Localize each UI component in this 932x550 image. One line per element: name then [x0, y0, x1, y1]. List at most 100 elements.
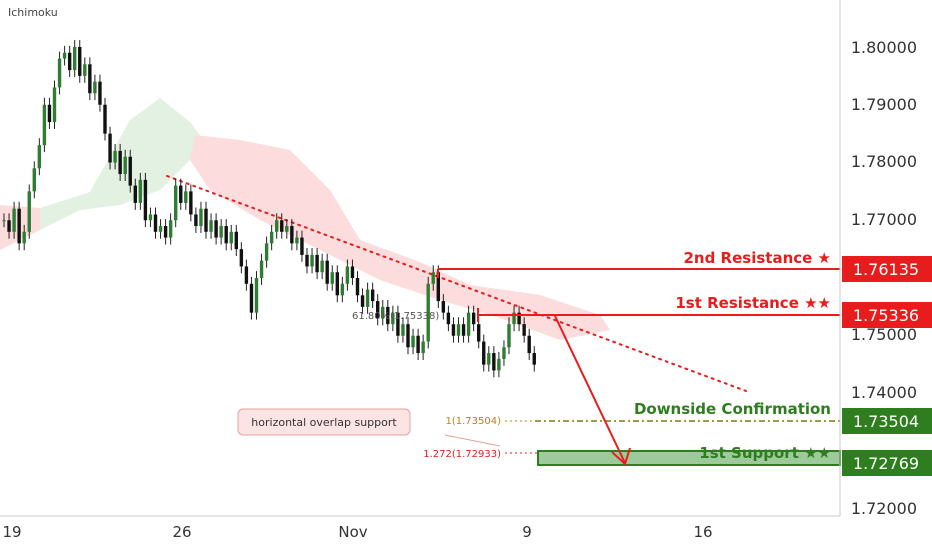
candle-down — [163, 226, 168, 238]
candle-down — [300, 237, 304, 255]
candle-down — [239, 249, 244, 267]
resistance-1-badge-text: 1.75336 — [853, 306, 919, 325]
candle-down — [370, 289, 375, 302]
candle-down — [436, 272, 440, 302]
candle-down — [98, 81, 102, 105]
candle-down — [517, 312, 521, 325]
candle-up — [229, 231, 233, 244]
candle-down — [244, 266, 249, 284]
resistance-2-badge-text: 1.76135 — [853, 260, 919, 279]
y-tick-label: 1.78000 — [851, 152, 917, 171]
candle-down — [386, 306, 390, 325]
candle-up — [340, 283, 345, 296]
candle-up — [168, 220, 173, 238]
x-tick-label: 16 — [693, 523, 712, 541]
candle-up — [320, 260, 324, 273]
candle-down — [47, 104, 52, 123]
candle-down — [133, 185, 137, 203]
candle-up — [269, 231, 274, 244]
candle-up — [502, 347, 506, 359]
y-tick-label: 1.79000 — [851, 95, 917, 114]
support-label: 1st Support ★★ — [699, 444, 831, 462]
support-badge — [842, 450, 932, 476]
candle-down — [194, 214, 198, 227]
resistance-2-label: 2nd Resistance ★ — [683, 249, 831, 267]
candle-down — [471, 312, 476, 325]
arrow-head — [611, 447, 631, 466]
y-tick-label: 1.75000 — [851, 325, 917, 344]
candle-up — [330, 272, 334, 284]
y-tick-label: 1.72000 — [851, 499, 917, 518]
x-tick-label: Nov — [338, 523, 367, 541]
candle-up — [32, 168, 36, 192]
candle-up — [275, 220, 279, 232]
candle-up — [295, 237, 299, 244]
candle-up — [174, 185, 178, 221]
candle-down — [290, 226, 294, 244]
resistance-1-badge — [842, 302, 932, 328]
candle-down — [325, 260, 329, 284]
candle-down — [451, 324, 456, 336]
candle-up — [219, 226, 223, 238]
downtrend-line — [166, 175, 747, 392]
x-tick-label: 26 — [172, 523, 191, 541]
candle-down — [143, 179, 148, 221]
candle-up — [264, 243, 269, 261]
candle-down — [492, 353, 496, 371]
y-tick-label: 1.74000 — [851, 383, 917, 402]
candle-up — [310, 254, 314, 267]
candle-down — [103, 104, 107, 134]
candle-up — [62, 52, 67, 59]
candle-down — [280, 220, 284, 232]
candle-up — [22, 231, 26, 244]
candle-down — [305, 254, 309, 267]
ichimoku-cloud — [0, 98, 610, 340]
candle-down — [360, 295, 365, 307]
candle-up — [123, 156, 127, 175]
candle-down — [189, 191, 193, 215]
resistance-2-badge — [842, 256, 932, 282]
candle-up — [512, 312, 516, 325]
candle-up — [83, 64, 87, 76]
candle-up — [466, 312, 471, 336]
candle-up — [184, 191, 188, 203]
candle-up — [401, 324, 405, 336]
candle-down — [532, 353, 536, 365]
confirmation-label: Downside Confirmation — [634, 400, 831, 418]
candle-down — [67, 52, 72, 71]
candle-up — [411, 335, 415, 348]
candle-up — [12, 208, 16, 232]
candle-up — [27, 191, 31, 232]
candle-down — [7, 220, 11, 232]
candle-up — [497, 358, 501, 371]
candle-down — [315, 254, 319, 273]
candle-down — [482, 341, 486, 365]
candle-up — [138, 179, 143, 203]
candle-down — [350, 266, 355, 278]
candle-up — [199, 208, 203, 227]
fib-1272-label: 1.272(1.72933) — [423, 449, 501, 460]
candle-up — [487, 353, 491, 365]
candle-down — [204, 208, 208, 232]
candle-down — [224, 226, 228, 244]
candle-down — [179, 185, 183, 203]
candle-down — [214, 220, 218, 238]
candle-up — [345, 266, 350, 284]
candle-down — [441, 301, 446, 313]
candle-up — [52, 87, 57, 123]
projection-arrow — [554, 315, 626, 464]
candle-down — [335, 272, 339, 296]
candle-down — [406, 324, 410, 348]
candle-down — [522, 324, 526, 336]
confirmation-badge — [842, 408, 932, 434]
support-badge-text: 1.72769 — [853, 454, 919, 473]
candle-up — [113, 150, 117, 163]
candle-down — [376, 301, 380, 319]
candle-up — [57, 58, 62, 88]
candle-up — [365, 289, 370, 307]
candle-up — [426, 283, 430, 342]
callout-text: horizontal overlap support — [251, 416, 397, 429]
candle-down — [416, 335, 420, 354]
callout-box — [237, 408, 411, 436]
